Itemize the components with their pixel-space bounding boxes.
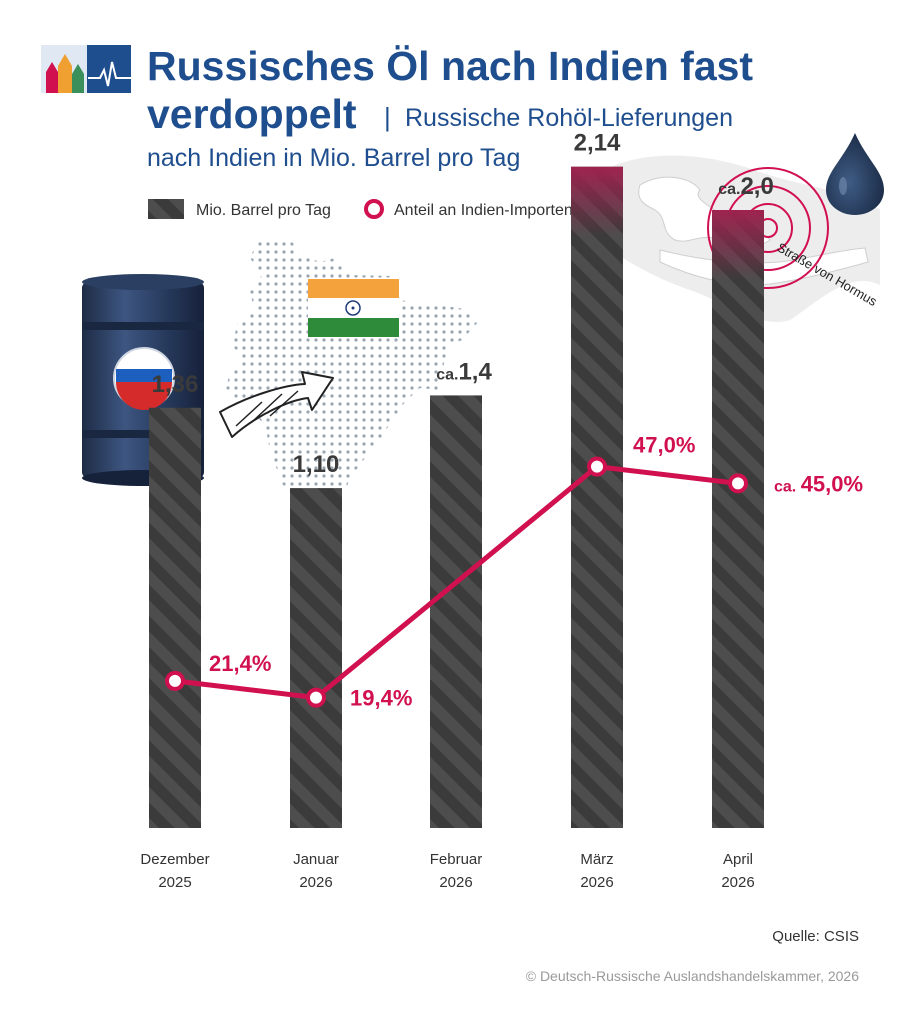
line-value-label-0: 21,4%	[209, 651, 271, 676]
x-axis-label-2: Februar 2026	[430, 851, 483, 891]
approx-prefix: ca.	[718, 181, 740, 198]
india-flag-icon	[308, 279, 399, 337]
oil-drop-icon	[826, 133, 884, 215]
line-value-labels: 21,4% 19,4% 47,0% ca. 45,0%	[209, 433, 863, 711]
line-value-label-4: ca. 45,0%	[774, 471, 863, 496]
line-point-0	[165, 670, 185, 691]
approx-prefix: ca.	[436, 366, 458, 383]
line-value-label-1: 19,4%	[350, 686, 412, 711]
bar-1	[290, 488, 342, 828]
bar-highlight-3	[571, 166, 623, 237]
subtitle-line-2: nach Indien in Mio. Barrel pro Tag	[147, 144, 520, 172]
bar-0	[149, 407, 201, 828]
x-axis-label-1: Januar 2026	[293, 851, 339, 891]
x-axis-label-0: Dezember 2025	[140, 851, 209, 891]
bar-value-labels: 1,36 1,10 ca.1,4 2,14 ca.2,0	[152, 130, 774, 478]
legend-line-marker	[364, 199, 384, 219]
x-axis-label-3: März 2026	[580, 851, 613, 891]
bar-series	[149, 166, 764, 829]
bar-value-label-2: ca.1,4	[436, 358, 492, 385]
chamber-logo	[41, 45, 131, 93]
x-axis-label-4: April 2026	[721, 851, 754, 891]
bar-value-label-0: 1,36	[152, 371, 199, 398]
bar-4	[712, 210, 764, 828]
line-point-3	[587, 456, 607, 477]
bar-value-label-1: 1,10	[293, 451, 340, 478]
line-value-label-3: 47,0%	[633, 433, 695, 458]
x-axis-labels: Dezember 2025 Januar 2026 Februar 2026 März 202…	[140, 851, 754, 891]
title-line-1: Russisches Öl nach Indien fast	[147, 43, 753, 89]
legend: Mio. Barrel pro Tag Anteil an Indien-Imp…	[148, 199, 573, 219]
legend-bar-label: Mio. Barrel pro Tag	[196, 202, 331, 219]
share-line	[174, 464, 739, 701]
legend-line-label: Anteil an Indien-Importen	[394, 202, 573, 219]
line-series	[165, 456, 748, 708]
bar-value-label-4: ca.2,0	[718, 173, 774, 200]
arrow-icon	[219, 371, 334, 438]
title-separator: |	[384, 102, 391, 132]
line-point-4	[728, 473, 748, 494]
legend-bar-swatch	[148, 199, 184, 219]
subtitle-line-1: Russische Rohöl-Lieferungen	[405, 104, 733, 132]
copyright-text: © Deutsch-Russische Auslandshandelskamme…	[526, 968, 859, 984]
bar-3	[571, 166, 623, 829]
approx-prefix: ca.	[774, 478, 801, 495]
bar-highlight-4	[712, 210, 764, 280]
line-point-1	[306, 687, 326, 708]
source-text: Quelle: CSIS	[772, 928, 859, 945]
bar-value-label-3: 2,14	[574, 130, 621, 157]
bar-2	[430, 395, 482, 828]
title-line-2: verdoppelt	[147, 91, 357, 137]
